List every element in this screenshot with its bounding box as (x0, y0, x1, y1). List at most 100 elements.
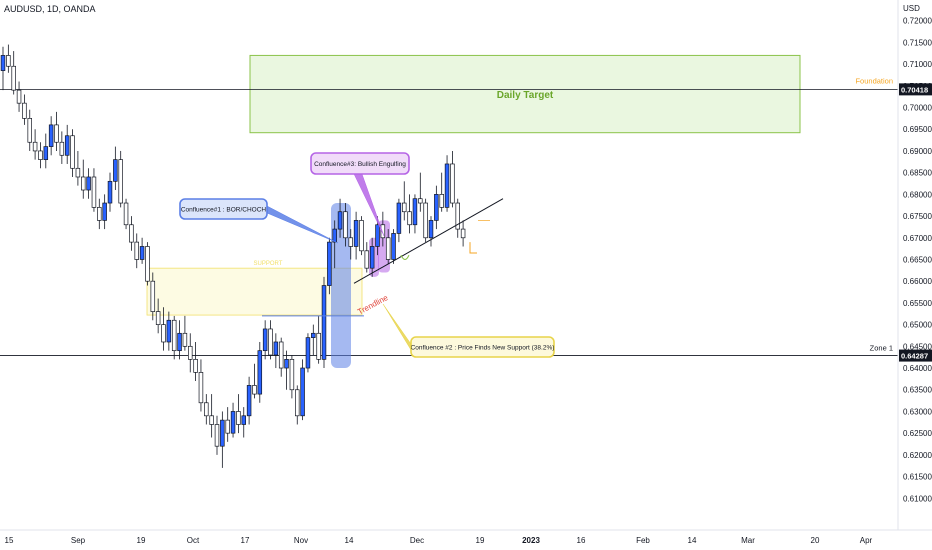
target-marker (469, 242, 477, 254)
candle-bear-body (27, 118, 33, 143)
candle-bear-body (198, 372, 204, 404)
candle-bear-body (364, 250, 370, 269)
price-axis[interactable]: USD 0.720000.715000.710000.705000.700000… (897, 0, 932, 530)
candle (220, 411, 225, 468)
candle (80, 159, 86, 199)
candle (22, 94, 27, 125)
candle-bear-body (204, 402, 209, 417)
candle-bull-body (321, 285, 327, 360)
y-tick-label: 0.69500 (903, 125, 932, 134)
time-axis[interactable]: 15 Sep 19 Oct 17 Nov 14 Dec 19 2023 16 Feb 14 Mar 20 Ap… (0, 529, 932, 545)
candle (38, 142, 43, 169)
y-tick-label: 0.62500 (903, 429, 932, 438)
candle (43, 133, 49, 169)
confluence1-text: Confluence#1 : BOR/CHOCH (181, 207, 267, 214)
candle-bull-body (375, 224, 380, 247)
y-tick-label: 0.71500 (903, 38, 932, 47)
candle (171, 315, 177, 360)
candle (246, 376, 252, 425)
trendline[interactable] (353, 198, 504, 284)
candle (91, 168, 97, 212)
candle (337, 198, 343, 238)
candle-bear-body (278, 341, 284, 369)
candle (348, 229, 354, 260)
candle (273, 333, 279, 369)
y-tick-label: 0.65000 (903, 321, 932, 330)
candle (182, 315, 188, 351)
candle-bear-body (59, 141, 65, 156)
candle (428, 216, 434, 247)
candle-bull-body (284, 359, 289, 369)
y-tick-label: 0.70000 (903, 104, 932, 113)
candle-bull-body (412, 198, 418, 226)
candle-bull-body (139, 246, 145, 260)
candle-bear-body (129, 224, 134, 243)
x-tick-label: 19 (476, 536, 485, 545)
candle-bull-body (43, 146, 49, 160)
candle-bear-body (359, 220, 364, 252)
candle-bull-body (428, 220, 434, 239)
y-tick-label: 0.63500 (903, 386, 932, 395)
candle (70, 129, 75, 177)
candle (225, 407, 230, 442)
candle-bull-body (246, 385, 252, 417)
candle-bull-body (434, 194, 439, 221)
candle (97, 198, 102, 230)
candle (86, 168, 91, 199)
bor-choch-highlight (331, 203, 351, 369)
candle (48, 116, 54, 156)
x-tick-label: 14 (345, 536, 354, 545)
y-tick-label: 0.61500 (903, 473, 932, 482)
candle (6, 44, 11, 73)
candle (385, 229, 391, 264)
candle-bear-body (236, 411, 241, 425)
candle-bull-body (262, 328, 268, 352)
candle-bull-body (353, 220, 359, 247)
candle-bear-body (450, 163, 455, 204)
candle-bull-body (327, 241, 332, 286)
candle (262, 320, 268, 360)
candle (257, 341, 263, 403)
x-tick-label: 15 (5, 536, 14, 545)
candle-bear-body (11, 65, 16, 91)
candle-bull-body (311, 332, 316, 338)
candle (380, 211, 386, 247)
y-tick-label: 0.67000 (903, 234, 932, 243)
candle (268, 320, 273, 360)
candle-bull-body (177, 332, 182, 352)
candle-bear-body (214, 424, 220, 447)
candle (305, 333, 311, 373)
daily-target-label: Daily Target (497, 90, 554, 101)
candle (434, 185, 439, 230)
candle-bull-body (86, 176, 91, 191)
foundation-price-text: 0.70418 (901, 85, 928, 94)
candle (402, 181, 407, 221)
candle (284, 350, 289, 390)
candle-bear-body (75, 167, 81, 178)
y-tick-label: 0.69000 (903, 147, 932, 156)
daily-target-zone (249, 54, 801, 134)
candle (343, 203, 348, 247)
candle (214, 415, 220, 455)
candle-bear-body (423, 202, 428, 239)
x-tick-label: Oct (187, 536, 200, 545)
x-tick-label: 2023 (522, 536, 540, 545)
x-tick-label: Apr (860, 536, 873, 545)
foundation-price-tag: 0.70418 (899, 83, 932, 96)
candle (134, 233, 140, 269)
candle-bear-body (407, 211, 412, 226)
y-tick-label: 0.66000 (903, 277, 932, 286)
zone1-label: Zone 1 (870, 344, 893, 353)
candle-bear-body (295, 389, 300, 417)
candle (327, 237, 332, 295)
candle (289, 355, 295, 399)
candle (166, 311, 172, 351)
y-tick-label: 0.64500 (903, 342, 932, 351)
candle-bear-body (91, 176, 97, 208)
y-tick-label: 0.71000 (903, 60, 932, 69)
currency-label: USD (903, 4, 920, 13)
candle-bull-body (391, 233, 396, 260)
candle (123, 198, 129, 230)
candle-bull-body (48, 124, 54, 147)
